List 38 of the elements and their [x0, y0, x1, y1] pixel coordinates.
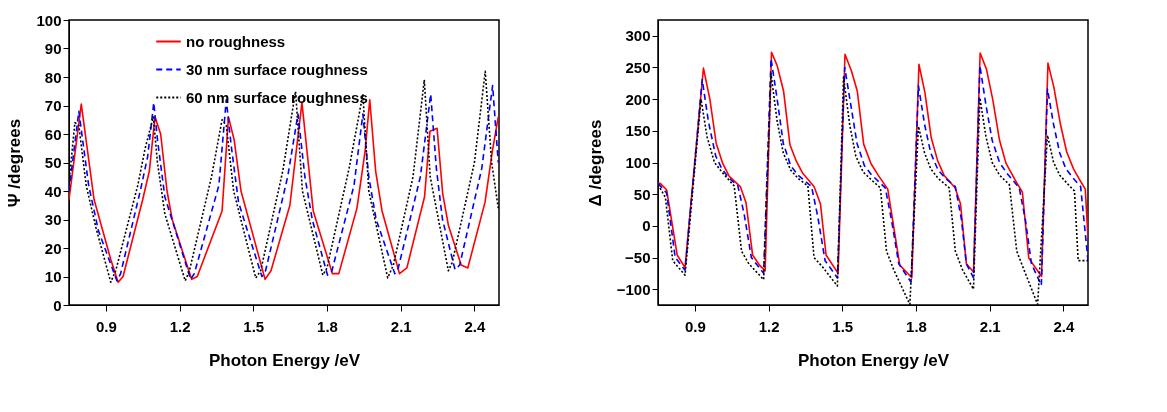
y-tick-label: 30 [44, 211, 62, 228]
legend-label: 30 nm surface roughness [186, 60, 368, 78]
y-tick-label: 70 [44, 97, 62, 114]
x-axis-title: Photon Energy /eV [797, 350, 950, 370]
x-tick-label: 1.2 [169, 317, 191, 335]
y-tick-label: 250 [625, 59, 651, 76]
x-tick-label: 2.1 [979, 317, 1001, 335]
y-tick-label: −50 [625, 249, 651, 266]
x-tick-label: 2.4 [464, 317, 487, 335]
y-tick-label: 60 [44, 125, 62, 143]
y-tick-label: 100 [625, 154, 651, 171]
y-tick-label: 20 [44, 239, 62, 257]
y-tick-label: 150 [625, 122, 651, 140]
y-tick-label: 90 [44, 40, 62, 57]
y-tick-label: 200 [625, 90, 651, 108]
x-tick-label: 0.9 [95, 317, 117, 335]
y-tick-label: 300 [625, 27, 651, 45]
y-tick-label: 10 [44, 268, 62, 285]
x-tick-label: 1.8 [317, 317, 338, 335]
y-tick-label: 40 [44, 182, 62, 200]
x-tick-label: 1.8 [906, 317, 927, 335]
legend-label: no roughness [186, 32, 286, 50]
x-tick-label: 1.5 [832, 317, 854, 335]
y-tick-label: 0 [642, 217, 651, 235]
y-axis-title: Ψ /degrees [5, 118, 25, 208]
x-tick-label: 1.5 [243, 317, 265, 335]
y-tick-label: −100 [616, 280, 651, 298]
y-tick-label: 50 [633, 185, 651, 203]
x-tick-label: 1.2 [758, 317, 780, 335]
x-tick-label: 2.1 [390, 317, 412, 335]
x-axis-title: Photon Energy /eV [208, 350, 361, 370]
y-tick-label: 0 [53, 296, 62, 314]
y-tick-label: 100 [36, 11, 62, 29]
x-tick-label: 2.4 [1053, 317, 1076, 335]
y-tick-label: 80 [44, 68, 62, 86]
x-tick-label: 0.9 [684, 317, 706, 335]
y-axis-title: Δ /degrees [585, 119, 605, 207]
y-tick-label: 50 [44, 154, 62, 171]
